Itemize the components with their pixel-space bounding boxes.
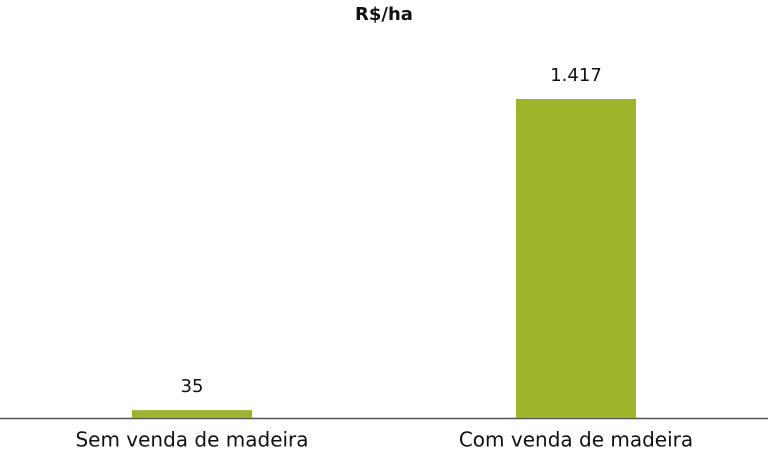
chart-title: R$/ha bbox=[355, 4, 413, 25]
bar bbox=[132, 410, 252, 418]
bar bbox=[516, 99, 636, 418]
x-tick-label: Com venda de madeira bbox=[459, 428, 693, 452]
x-tick-label: Sem venda de madeira bbox=[75, 428, 308, 452]
value-label: 1.417 bbox=[550, 65, 602, 86]
value-label: 35 bbox=[181, 376, 204, 397]
